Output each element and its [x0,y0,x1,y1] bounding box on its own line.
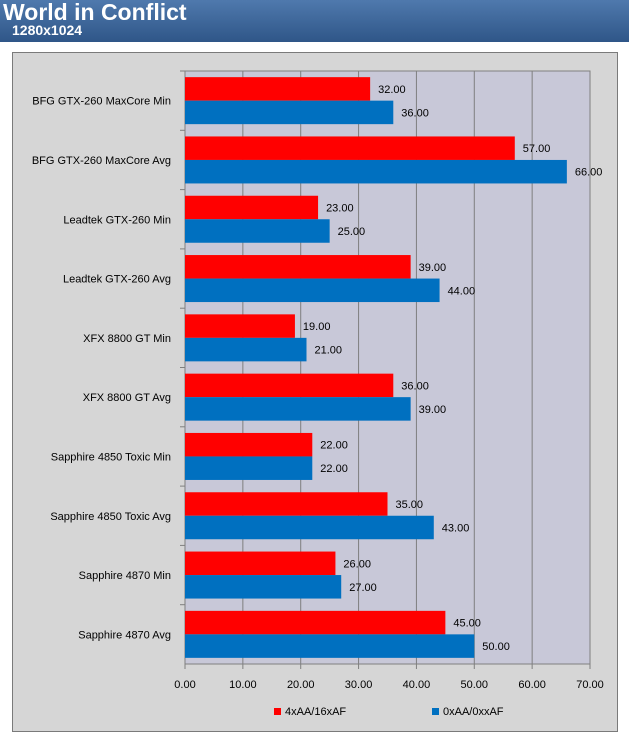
category-label: Sapphire 4870 Avg [78,629,171,641]
data-label: 36.00 [401,380,429,392]
legend-label: 0xAA/0xxAF [443,706,504,718]
title-banner: World in Conflict 1280x1024 [0,0,629,42]
legend-swatch [432,708,439,715]
category-label: BFG GTX-260 MaxCore Min [32,96,171,108]
data-label: 26.00 [343,558,371,570]
data-label: 27.00 [349,582,377,594]
bar-series-1 [185,314,295,338]
x-tick-label: 50.00 [461,679,489,691]
category-label: BFG GTX-260 MaxCore Avg [32,155,171,167]
data-label: 25.00 [338,226,366,238]
data-label: 23.00 [326,203,354,215]
data-label: 39.00 [419,262,447,274]
bar-series-1 [185,373,394,398]
data-label: 36.00 [401,107,429,119]
bar-series-2 [185,337,307,362]
category-label: Leadtek GTX-260 Avg [63,274,171,286]
page-title: World in Conflict [3,0,187,25]
data-label: 32.00 [378,84,406,96]
x-tick-label: 10.00 [229,679,257,691]
data-label: 21.00 [315,345,343,357]
bar-series-2 [185,515,434,540]
data-label: 43.00 [442,523,470,535]
data-label: 35.00 [396,499,424,511]
bar-series-2 [185,456,313,480]
category-label: Leadtek GTX-260 Min [63,214,171,226]
bar-series-2 [185,634,475,658]
x-tick-label: 20.00 [287,679,315,691]
x-tick-label: 60.00 [518,679,546,691]
x-tick-label: 70.00 [576,679,604,691]
bar-series-1 [185,551,336,576]
category-label: Sapphire 4850 Toxic Min [51,451,171,463]
bar-series-2 [185,219,330,243]
x-tick-label: 30.00 [345,679,373,691]
data-label: 19.00 [303,321,331,333]
data-label: 50.00 [482,641,510,653]
data-label: 66.00 [575,167,603,179]
bar-series-1 [185,136,515,160]
x-tick-label: 40.00 [403,679,431,691]
resolution-subtitle: 1280x1024 [12,22,83,38]
bar-series-2 [185,397,411,421]
bar-series-1 [185,195,319,220]
data-label: 39.00 [419,404,447,416]
bar-series-2 [185,159,567,184]
data-label: 22.00 [320,463,348,475]
data-label: 44.00 [448,285,476,297]
bar-series-2 [185,100,394,125]
bar-series-2 [185,575,342,599]
bar-series-1 [185,77,371,101]
category-label: Sapphire 4850 Toxic Avg [50,511,171,523]
category-label: XFX 8800 GT Min [83,333,171,345]
category-label: XFX 8800 GT Avg [83,392,171,404]
bar-series-1 [185,255,411,279]
data-label: 57.00 [523,143,551,155]
legend-swatch [274,708,281,715]
bar-series-1 [185,432,313,457]
data-label: 45.00 [453,618,481,630]
bar-series-2 [185,278,440,303]
bar-series-1 [185,492,388,516]
legend-label: 4xAA/16xAF [285,706,346,718]
category-label: Sapphire 4870 Min [79,570,171,582]
data-label: 22.00 [320,440,348,452]
bar-series-1 [185,610,446,635]
x-tick-label: 0.00 [174,679,195,691]
